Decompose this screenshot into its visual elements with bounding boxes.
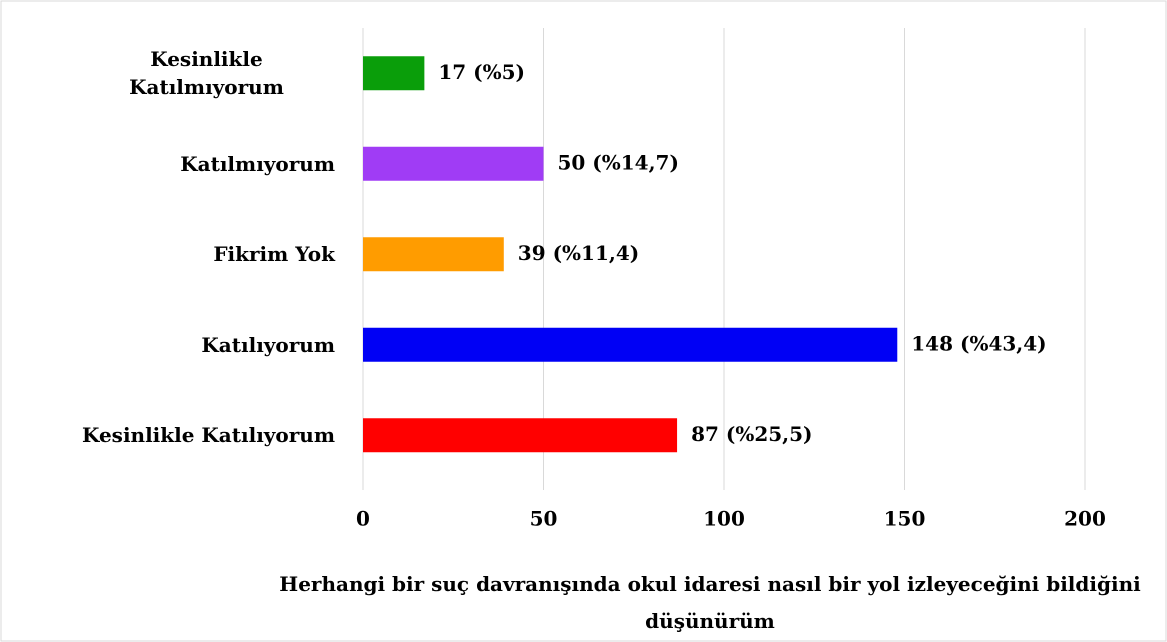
y-tick-label: Katılmıyorum xyxy=(180,151,335,176)
x-tick-label: 200 xyxy=(1064,507,1106,531)
x-tick-label: 150 xyxy=(884,507,926,531)
value-label: 17 (%5) xyxy=(438,60,525,84)
value-label: 87 (%25,5) xyxy=(691,422,812,446)
value-label: 50 (%14,7) xyxy=(558,150,679,174)
bar xyxy=(363,146,544,181)
y-tick-label: Kesinlikle Katılıyorum xyxy=(82,423,335,448)
bar xyxy=(363,56,425,91)
bar xyxy=(363,237,504,272)
x-tick-label: 50 xyxy=(530,507,558,531)
chart-title: Herhangi bir suç davranışında okul idare… xyxy=(279,572,1141,633)
y-tick-label: Kesinlikle Katılmıyorum xyxy=(129,47,284,100)
value-label: 148 (%43,4) xyxy=(911,331,1046,355)
x-tick-label: 100 xyxy=(703,507,745,531)
bar xyxy=(363,327,898,362)
bar xyxy=(363,418,678,453)
value-label: 39 (%11,4) xyxy=(518,241,639,265)
x-tick-label: 0 xyxy=(356,507,370,531)
y-tick-label: Katılıyorum xyxy=(201,332,335,357)
y-tick-label: Fikrim Yok xyxy=(213,242,335,267)
